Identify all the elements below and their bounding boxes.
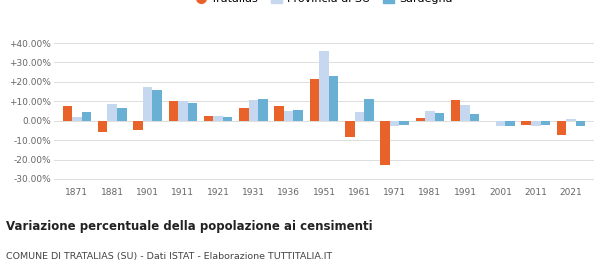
Bar — [293, 110, 303, 121]
Bar — [214, 116, 223, 121]
Bar — [345, 121, 355, 137]
Bar — [284, 111, 293, 121]
Bar — [152, 90, 162, 121]
Bar — [319, 51, 329, 121]
Bar — [143, 87, 152, 121]
Legend: Tratalias, Provincia di SU, Sardegna: Tratalias, Provincia di SU, Sardegna — [191, 0, 457, 9]
Bar — [390, 121, 400, 126]
Bar — [117, 108, 127, 121]
Bar — [425, 111, 434, 121]
Bar — [496, 121, 505, 126]
Bar — [380, 121, 390, 165]
Bar — [62, 106, 72, 121]
Text: COMUNE DI TRATALIAS (SU) - Dati ISTAT - Elaborazione TUTTITALIA.IT: COMUNE DI TRATALIAS (SU) - Dati ISTAT - … — [6, 252, 332, 261]
Bar — [82, 112, 91, 121]
Bar — [72, 117, 82, 121]
Bar — [223, 117, 232, 121]
Bar — [505, 121, 515, 126]
Bar — [310, 79, 319, 121]
Bar — [204, 116, 214, 121]
Bar — [248, 100, 258, 121]
Bar — [188, 103, 197, 121]
Bar — [576, 121, 586, 126]
Bar — [274, 106, 284, 121]
Bar — [400, 121, 409, 125]
Bar — [460, 105, 470, 121]
Bar — [451, 100, 460, 121]
Text: Variazione percentuale della popolazione ai censimenti: Variazione percentuale della popolazione… — [6, 220, 373, 233]
Bar — [541, 121, 550, 125]
Bar — [521, 121, 531, 125]
Bar — [258, 99, 268, 121]
Bar — [133, 121, 143, 130]
Bar — [239, 108, 248, 121]
Bar — [107, 104, 117, 121]
Bar — [434, 113, 444, 121]
Bar — [98, 121, 107, 132]
Bar — [470, 114, 479, 121]
Bar — [355, 112, 364, 121]
Bar — [416, 118, 425, 121]
Bar — [531, 121, 541, 126]
Bar — [557, 121, 566, 135]
Bar — [329, 76, 338, 121]
Bar — [364, 99, 374, 121]
Bar — [178, 101, 188, 121]
Bar — [566, 119, 576, 121]
Bar — [169, 101, 178, 121]
